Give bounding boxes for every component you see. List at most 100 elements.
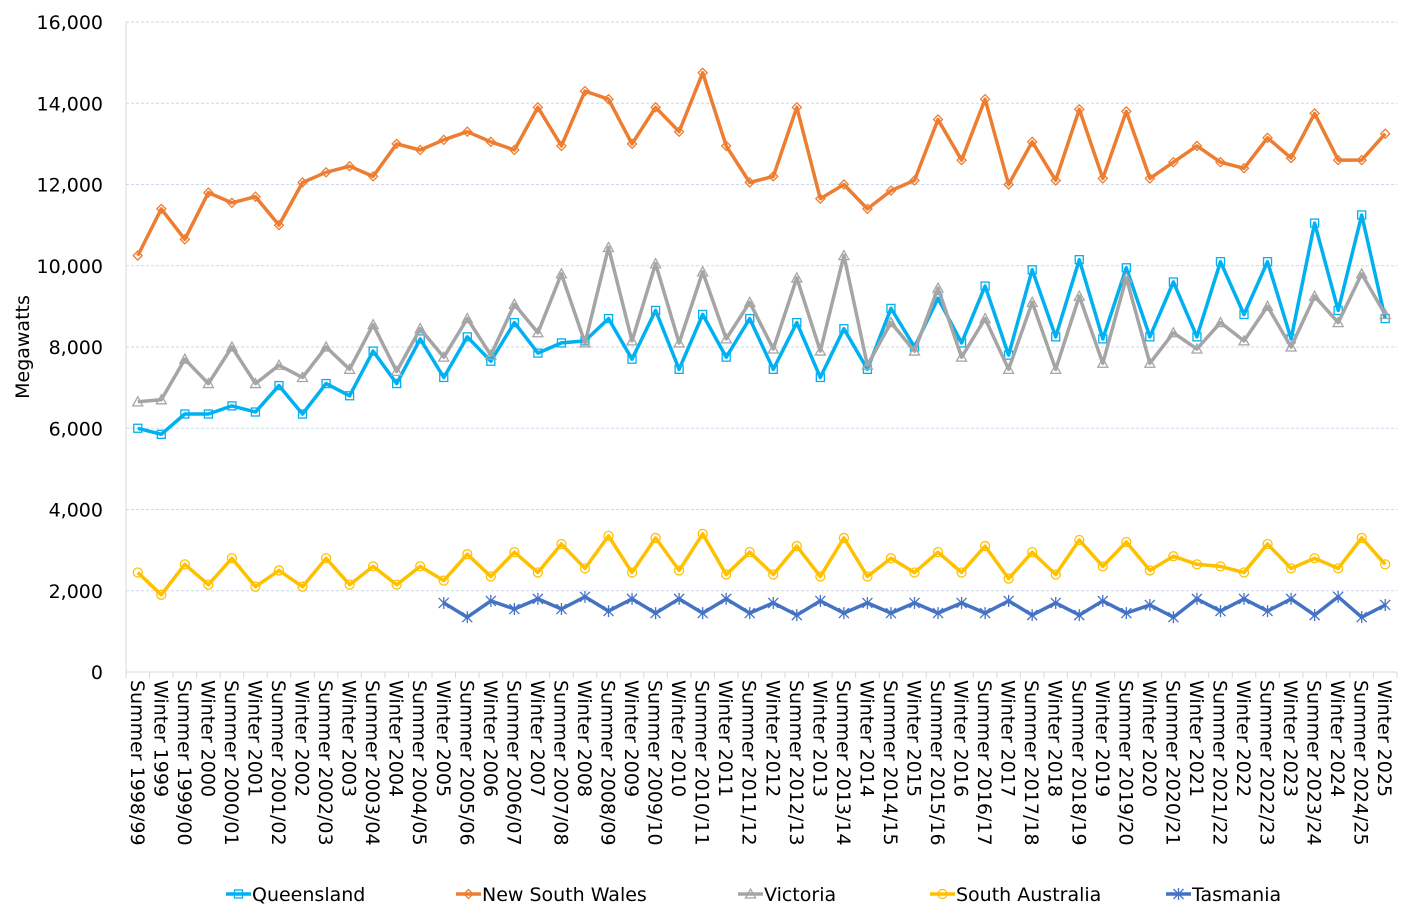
data-point [1027,547,1038,558]
data-point [509,317,520,328]
data-point [579,563,591,574]
legend-label: New South Wales [482,884,647,906]
data-point [603,530,614,542]
data-point [1238,592,1250,605]
data-point [203,579,214,590]
y-axis-label: Megawatts [12,295,34,399]
data-point [838,607,850,620]
data-point [1097,561,1108,572]
data-point [297,177,308,188]
data-point [838,532,850,544]
data-point [297,409,308,419]
data-point [673,592,685,605]
data-point [296,371,309,383]
data-point [955,350,968,362]
data-point [1167,156,1179,168]
data-point [744,177,756,188]
data-point [343,363,356,374]
x-tick-label: Summer 2007/08 [549,680,571,846]
data-point [1191,592,1203,605]
data-point [321,378,331,389]
data-point [1191,559,1203,570]
data-point [931,281,945,293]
data-point [1167,611,1179,624]
data-point [698,309,708,320]
data-point [250,581,261,592]
data-point [156,429,166,439]
data-point [603,93,614,105]
data-point [1262,257,1273,267]
x-tick-label: Summer 2002/03 [314,680,336,846]
data-point [908,344,921,356]
data-point [344,391,355,401]
data-point [273,219,285,231]
legend-item: New South Wales [456,884,647,906]
x-tick-label: Summer 2010/11 [691,680,713,846]
x-tick-label: Summer 2022/23 [1256,680,1278,846]
series-line [137,245,1387,404]
x-tick-label: Summer 2021/22 [1208,680,1230,846]
data-point [367,561,379,572]
data-point [909,596,920,609]
data-point [1121,536,1132,548]
legend-marker [744,887,757,899]
x-tick-label: Winter 2000 [196,680,218,797]
data-point [603,313,614,324]
data-point [673,126,685,138]
data-point [1049,363,1062,374]
data-point [438,134,450,146]
legend-item: Victoria [738,884,836,906]
data-point [155,203,167,215]
data-point [319,340,333,352]
data-point [485,571,496,582]
x-tick-label: Summer 2004/05 [408,680,430,846]
data-point [1215,561,1226,572]
data-point [861,596,873,609]
legend-marker [233,889,244,899]
series-victoria [131,241,1392,407]
data-point [1214,316,1227,328]
data-point [1073,103,1085,115]
data-point [1097,172,1109,184]
data-point [815,571,826,582]
data-point [744,607,756,620]
data-point [273,565,285,576]
data-point [839,324,849,334]
data-point [486,356,496,366]
data-point [1074,255,1084,265]
data-point [484,348,497,360]
data-point [979,607,991,620]
data-point [1356,611,1368,624]
data-point [1168,277,1179,287]
x-tick-label: Winter 2005 [432,680,454,797]
y-tick-label: 6,000 [49,418,103,440]
data-point [555,267,568,279]
x-tick-label: Summer 2016/17 [973,680,995,846]
data-point [791,540,802,552]
data-point [227,401,237,411]
data-point [814,344,827,356]
data-point [531,326,545,338]
data-point [1144,565,1156,576]
x-tick-label: Winter 2025 [1373,680,1395,797]
data-point [603,605,614,618]
legend-label: Victoria [764,884,836,906]
data-point [1026,609,1038,622]
data-point [1332,316,1345,328]
data-point [392,378,402,389]
data-point [626,592,638,605]
x-tick-label: Winter 2008 [573,680,595,797]
data-point [697,528,708,540]
x-tick-label: Summer 1999/00 [173,680,195,846]
data-point [250,407,261,417]
data-point [578,336,592,348]
x-tick-label: Winter 2002 [291,680,313,797]
data-point [533,348,543,358]
data-point [673,565,685,576]
data-point [1120,607,1132,620]
y-tick-label: 14,000 [37,93,103,115]
data-point [956,596,968,609]
data-point [1098,334,1108,344]
legend-item: South Australia [930,884,1101,906]
